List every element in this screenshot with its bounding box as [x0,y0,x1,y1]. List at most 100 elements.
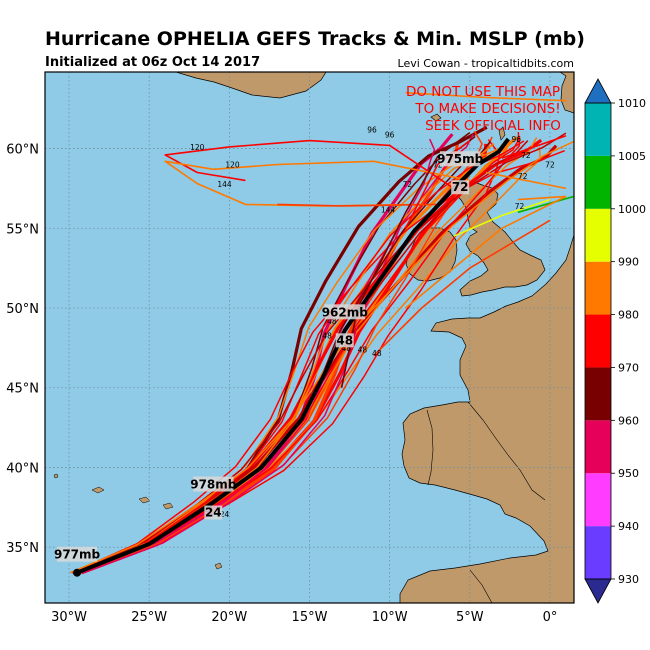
label-box [439,151,481,167]
pressure-text: 977mb [54,548,101,562]
colorbar-segment [585,420,611,474]
member-track [405,91,567,102]
member-hour-label: 24 [220,510,230,519]
colorbar-tick-label: 930 [618,573,639,586]
member-track [75,140,525,574]
member-track [517,195,567,201]
colorbar-tick-label: 940 [618,520,639,533]
colorbar-segment [585,314,611,368]
member-hour-label: 72 [433,161,443,170]
lon-tick-label: 20°W [211,610,247,625]
mean-pressure-label: 977mb [54,546,101,562]
lon-tick-label: 5°W [456,610,484,625]
member-hour-label: 120 [225,161,240,170]
colorbar-frame [584,102,612,580]
colorbar-tick-label: 1010 [618,97,646,110]
member-hour-label: 48 [358,346,368,355]
mean-pressure-label: 978mb 24 [190,476,237,520]
warning-line-3: SEEK OFFICIAL INFO [425,118,561,134]
colorbar-tick-label: 990 [618,256,639,269]
mean-pressure-label: 975mb 72 [437,151,484,195]
colorbar-tick-label: 1000 [618,203,646,216]
member-track [453,198,551,237]
label-box [56,546,98,562]
warning-notice: DO NOT USE THIS MAP TO MAKE DECISIONS! S… [406,84,561,134]
member-track [277,203,438,207]
member-track [373,219,551,357]
warning-line-1: DO NOT USE THIS MAP [406,84,560,100]
member-hour-label: 72 [521,151,531,160]
member-track [164,139,455,190]
member-hour-label: 120 [190,143,205,152]
colorbar-tick-label: 950 [618,467,639,480]
colorbar-segment [585,473,611,527]
madeira-island [214,562,223,570]
init-time: Initialized at 06z Oct 14 2017 [45,55,261,70]
lon-tick-label: 25°W [131,610,167,625]
axis-labels: 30°W 25°W 20°W 15°W 10°W 5°W 0° 35°N 40°N 45°N 50°… [6,143,557,625]
colorbar-segment [585,155,611,209]
map-frame [44,71,575,604]
colorbar-tick-label: 960 [618,414,639,427]
shetland-islands [498,126,506,141]
label-box [335,333,354,348]
lat-tick-label: 45°N [6,382,39,397]
europe-coastline-border [467,401,546,501]
hour-text: 24 [205,506,222,520]
continental-europe-landmass [399,234,574,603]
portugal-border [426,409,434,486]
label-box [324,304,366,320]
member-hour-label: 96 [367,126,377,135]
pressure-text: 978mb [190,478,237,492]
colorbar-segment [585,526,611,579]
member-track [404,139,471,229]
member-track [405,195,567,309]
map-title: Hurricane OPHELIA GEFS Tracks & Min. MSL… [45,28,585,50]
faroe-islands [430,113,442,122]
colorbar-segment [585,103,611,156]
lat-tick-label: 40°N [6,461,39,476]
member-hour-label: 72 [545,161,555,170]
north-africa-border [469,569,493,603]
lon-tick-label: 15°W [292,610,328,625]
label-box [451,180,470,195]
member-hour-label: 72 [518,172,528,181]
hour-text: 48 [336,333,353,347]
azores-islands [53,473,174,510]
label-box [204,505,223,520]
colorbar-tick-label: 970 [618,361,639,374]
colorbar-under-arrow [584,578,612,604]
member-hour-label: 48 [372,349,382,358]
lon-tick-label: 30°W [51,610,87,625]
colorbar-segment [585,367,611,421]
member-track [76,132,521,574]
lat-tick-label: 60°N [6,143,39,158]
land-layer [53,72,574,603]
warning-line-2: TO MAKE DECISIONS! [414,101,560,117]
lon-tick-label: 0° [543,610,558,625]
member-track [517,195,574,214]
lon-tick-label: 10°W [372,610,408,625]
member-hour-label: 72 [515,202,525,211]
colorbar-segment [585,208,611,262]
hour-text: 72 [452,180,469,194]
member-hour-label: 48 [342,344,352,353]
lat-tick-label: 55°N [6,222,39,237]
pressure-text: 975mb [437,152,484,166]
member-hour-label: 96 [385,130,395,139]
colorbar: 930 940 950 960 970 980 990 1000 1005 1010 [584,78,646,604]
credit: Levi Cowan - tropicaltidbits.com [397,57,574,70]
member-track [501,135,567,159]
track-start-point [73,568,82,577]
colorbar-over-arrow [584,78,612,104]
scandinavia-landmass [559,72,574,114]
member-hour-label: 48 [327,317,337,326]
pressure-text: 962mb [322,305,369,319]
label-box [193,476,234,492]
member-hour-label: 48 [322,331,332,340]
member-hour-label: 144 [381,205,396,214]
lat-tick-label: 50°N [6,302,39,317]
